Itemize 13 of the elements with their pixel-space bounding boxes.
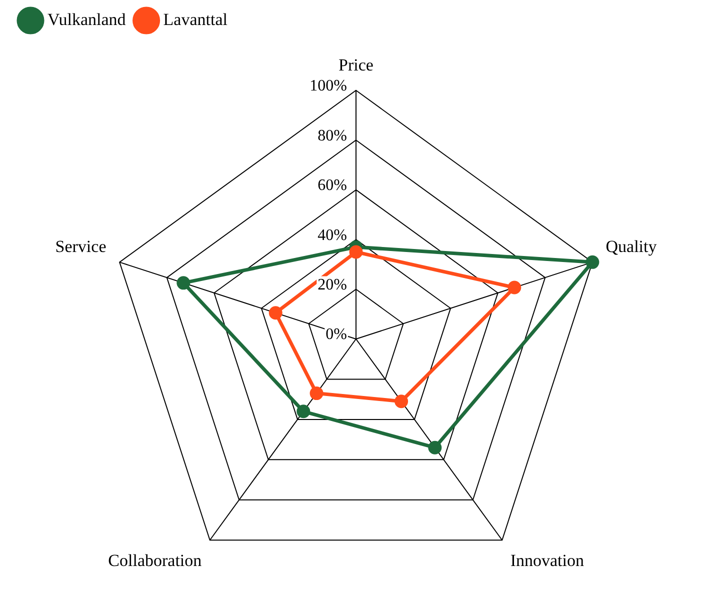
- y-tick-label: 40%: [318, 226, 347, 244]
- legend-label: Lavanttal: [163, 10, 228, 29]
- y-tick-label: 100%: [310, 78, 347, 95]
- y-tick-label: 80%: [318, 127, 347, 144]
- spoke-label: Innovation: [510, 551, 585, 570]
- spoke-label: Quality: [606, 237, 658, 256]
- y-tick-label: 20%: [318, 276, 347, 294]
- y-tick-label: 60%: [318, 177, 347, 194]
- legend-label: Vulkanland: [48, 10, 126, 29]
- spoke-label: Price: [338, 56, 374, 75]
- y-tick-label: 0%: [326, 326, 347, 344]
- spoke-label: Collaboration: [108, 551, 202, 570]
- spoke-label: Service: [55, 237, 106, 256]
